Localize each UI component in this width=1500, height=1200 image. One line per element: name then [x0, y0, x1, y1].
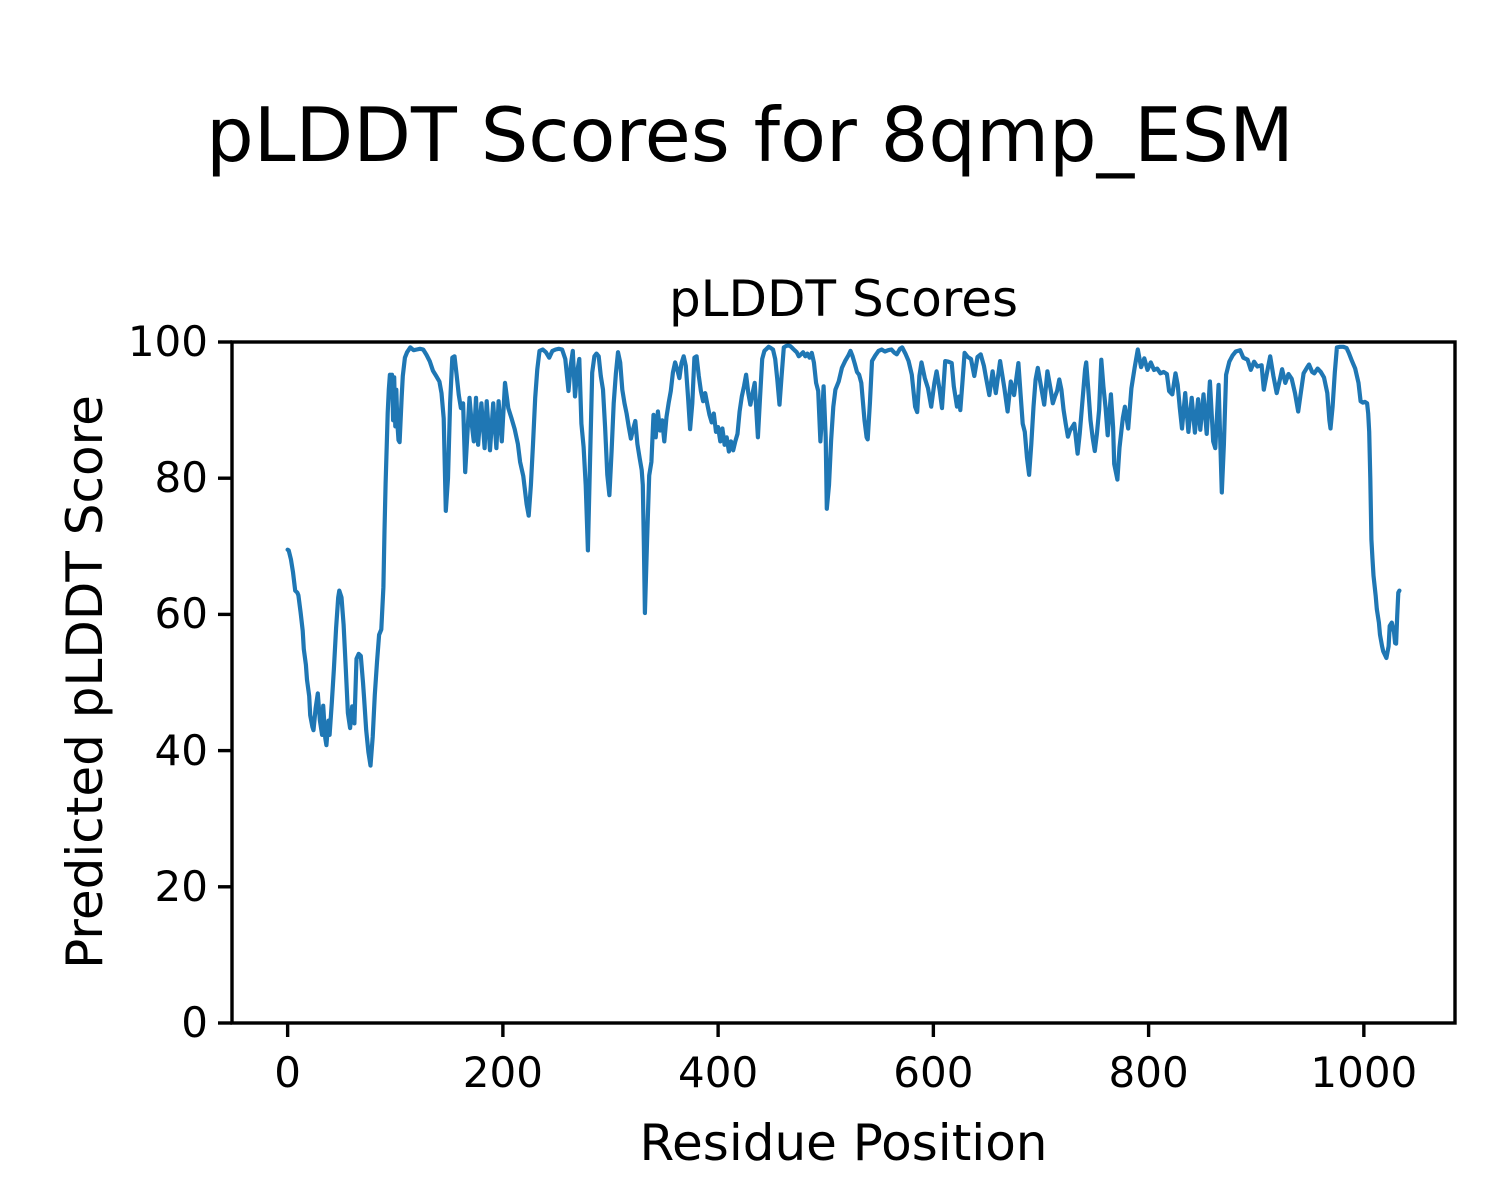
y-tick-label: 100: [127, 317, 208, 366]
y-axis-label-text: Predicted pLDDT Score: [56, 395, 114, 969]
plot-area-spines: [230, 340, 1457, 1025]
y-tick-label: 60: [154, 589, 208, 639]
plddt-line: [285, 343, 1402, 768]
x-tick-label: 600: [893, 1048, 974, 1097]
x-tick-label: 400: [678, 1048, 759, 1097]
y-tick-label: 40: [154, 725, 208, 775]
x-tick-label: 0: [274, 1048, 301, 1097]
x-tick-label: 1000: [1310, 1048, 1418, 1097]
figure-title: pLDDT Scores for 8qmp_ESM: [206, 91, 1294, 179]
x-tick-label: 200: [462, 1048, 543, 1097]
x-tick-label: 800: [1108, 1048, 1189, 1097]
x-axis-label: Residue Position: [639, 1114, 1048, 1172]
y-tick-label: 0: [181, 998, 208, 1047]
axes-title: pLDDT Scores: [668, 270, 1019, 328]
y-tick-label: 80: [154, 453, 208, 503]
y-tick-label: 20: [154, 861, 208, 911]
